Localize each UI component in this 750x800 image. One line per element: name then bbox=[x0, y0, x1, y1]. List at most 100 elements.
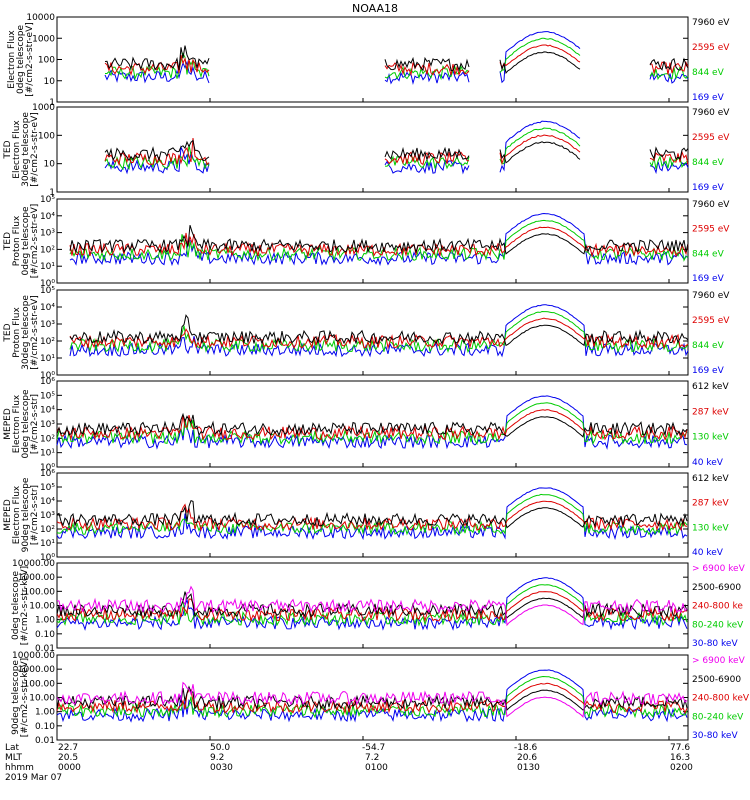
y-tick-label: 10⁵ bbox=[40, 195, 55, 205]
legend-entry: 169 eV bbox=[692, 366, 725, 376]
series-trace bbox=[56, 499, 688, 529]
footer-col-0-lat: 22.7 bbox=[58, 743, 79, 753]
y-tick-label: 1.00 bbox=[35, 708, 55, 718]
panel-2: 10⁰ 10¹ 10² 10³ 10⁴ 10⁵ TED Proton Flux 0deg tel… bbox=[3, 195, 730, 289]
series-trace bbox=[104, 54, 210, 77]
legend-entry: 2595 eV bbox=[692, 133, 730, 143]
series-trace bbox=[69, 310, 689, 354]
legend-entry: 287 keV bbox=[692, 407, 729, 417]
plot-title: NOAA18 bbox=[351, 2, 399, 15]
legend-entry: 612 keV bbox=[692, 474, 729, 484]
panel-frame bbox=[56, 106, 689, 193]
y-tick-label: 10³ bbox=[40, 511, 55, 521]
legend-entry: 612 keV bbox=[692, 382, 729, 392]
series-trace bbox=[384, 159, 470, 175]
series-trace bbox=[56, 669, 688, 723]
y-tick-label: 10000 bbox=[26, 13, 55, 23]
footer-label-lat: Lat bbox=[5, 743, 20, 753]
y-tick-label: 10² bbox=[40, 337, 55, 347]
series-trace bbox=[56, 584, 688, 627]
legend-entry: 2500-6900 bbox=[692, 675, 741, 685]
y-tick-label: 0.01 bbox=[35, 644, 55, 654]
footer-col-1-mlt: 9.2 bbox=[210, 753, 225, 763]
footer-col-4-mlt: 16.3 bbox=[670, 753, 691, 763]
y-axis-label-line: MEPED bbox=[3, 408, 13, 440]
y-axis-label-line: [#/cm2-s-str-eV] bbox=[30, 204, 40, 279]
legend-entry: 169 eV bbox=[692, 183, 725, 193]
y-tick-label: 10000.00 bbox=[12, 651, 55, 661]
series-trace bbox=[56, 487, 688, 541]
y-tick-label: 10⁴ bbox=[40, 212, 55, 222]
y-axis-label-line: Proton Flux bbox=[12, 215, 22, 266]
series-trace bbox=[56, 395, 688, 450]
y-axis-label-line: Proton Flux bbox=[12, 307, 22, 358]
legend-entry: 7960 eV bbox=[692, 291, 730, 301]
y-tick-label: 10 bbox=[44, 160, 56, 170]
panel-frame bbox=[56, 472, 689, 558]
panel-0: 1 10 100 1000 10000 Electron Flux 0deg telesco… bbox=[7, 13, 730, 108]
series-trace bbox=[69, 225, 689, 255]
y-tick-label: 0.10 bbox=[35, 722, 55, 732]
y-tick-label: 10⁰ bbox=[40, 371, 55, 381]
y-tick-label: 10 bbox=[44, 77, 56, 87]
y-tick-label: 10⁵ bbox=[40, 483, 55, 493]
footer-col-4-lat: 77.6 bbox=[670, 743, 691, 753]
legend-entry: 844 eV bbox=[692, 249, 725, 259]
series-trace bbox=[499, 44, 581, 69]
y-tick-label: 10⁰ bbox=[40, 279, 55, 289]
panel-1: 1 10 100 1000 TED Electron Flux 30deg telescop… bbox=[3, 103, 730, 198]
panel-6: 0.01 0.10 1.00 10.00 100.00 1000.00 10000.00 0d… bbox=[11, 559, 746, 654]
y-tick-label: 100 bbox=[38, 56, 55, 66]
panel-frame bbox=[56, 16, 689, 103]
legend-entry: 130 keV bbox=[692, 433, 729, 443]
y-tick-label: 10³ bbox=[40, 320, 55, 330]
series-trace bbox=[56, 402, 688, 446]
y-axis-label-line: 30deg telescope bbox=[21, 295, 31, 370]
y-tick-label: 10¹ bbox=[40, 449, 55, 459]
footer-col-1-lat: 50.0 bbox=[210, 743, 231, 753]
legend-entry: 40 keV bbox=[692, 458, 724, 468]
panel-3: 10⁰ 10¹ 10² 10³ 10⁴ 10⁵ TED Proton Flux 30deg te… bbox=[3, 286, 730, 381]
y-axis-label-line: [#/cm2-s-str] bbox=[30, 485, 40, 545]
time-axis-footer: Lat MLT hhmm 2019 Mar 07 22.7 20.5 0000 … bbox=[0, 740, 750, 800]
y-tick-label: 10⁶ bbox=[40, 469, 55, 479]
legend-entry: 2595 eV bbox=[692, 43, 730, 53]
y-axis-label-line: TED bbox=[3, 323, 13, 342]
footer-col-3-mlt: 20.6 bbox=[517, 753, 538, 763]
y-tick-label: 10⁵ bbox=[40, 286, 55, 296]
series-trace bbox=[56, 681, 688, 719]
y-tick-label: 1.00 bbox=[35, 616, 55, 626]
y-axis-label-line: 0deg telescope bbox=[16, 25, 26, 95]
series-trace bbox=[499, 31, 581, 84]
y-tick-label: 10.00 bbox=[29, 602, 55, 612]
y-tick-label: 10¹ bbox=[40, 539, 55, 549]
series-trace bbox=[56, 577, 688, 631]
legend-entry: 80-240 keV bbox=[692, 712, 744, 722]
y-tick-label: 1000 bbox=[32, 34, 55, 44]
legend-entry: 2595 eV bbox=[692, 225, 730, 235]
footer-col-2-hhmm: 0100 bbox=[365, 763, 388, 773]
y-tick-label: 1000.00 bbox=[18, 665, 55, 675]
y-axis-label-line: [#/cm2-s-str-keV] bbox=[20, 658, 30, 737]
panel-frame bbox=[56, 289, 689, 376]
series-trace bbox=[56, 493, 688, 536]
y-tick-label: 10² bbox=[40, 525, 55, 535]
series-trace bbox=[69, 219, 689, 263]
footer-date: 2019 Mar 07 bbox=[5, 773, 63, 783]
panel-7: 0.01 0.10 1.00 10.00 100.00 1000.00 10000.0090… bbox=[11, 651, 750, 746]
y-tick-label: 100.00 bbox=[24, 679, 56, 689]
y-tick-label: 10³ bbox=[40, 229, 55, 239]
y-tick-label: 10² bbox=[40, 245, 55, 255]
series-trace bbox=[56, 500, 688, 532]
y-axis-label-line: 0deg telescope bbox=[11, 571, 21, 641]
y-axis-label-line: Electron Flux bbox=[7, 30, 17, 89]
y-axis-label-line: [#/cm2-s-str-eV] bbox=[30, 295, 40, 370]
series-trace bbox=[69, 304, 689, 358]
y-tick-label: 10¹ bbox=[40, 354, 55, 364]
series-trace bbox=[104, 45, 210, 71]
footer-col-1-hhmm: 0030 bbox=[210, 763, 233, 773]
y-axis-label-line: Electron Flux bbox=[12, 120, 22, 179]
legend-entry: 844 eV bbox=[692, 158, 725, 168]
series-trace bbox=[69, 314, 689, 347]
